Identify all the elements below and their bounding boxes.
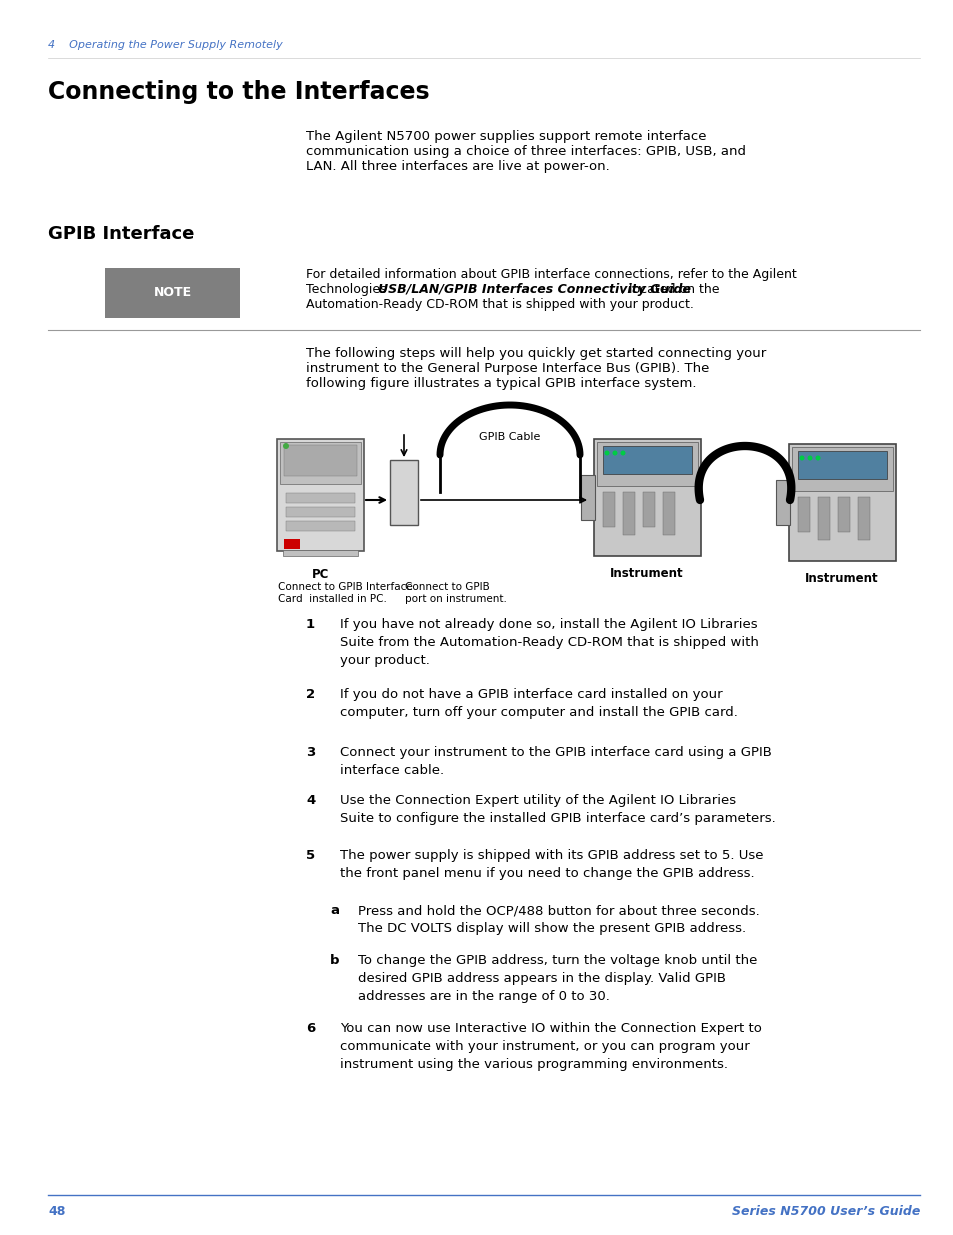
Bar: [602, 492, 615, 527]
Text: GPIB Interface: GPIB Interface: [48, 225, 194, 243]
Text: For detailed information about GPIB interface connections, refer to the Agilent: For detailed information about GPIB inte…: [306, 268, 796, 282]
Bar: [662, 492, 675, 535]
Bar: [797, 496, 809, 532]
FancyBboxPatch shape: [390, 459, 417, 525]
FancyBboxPatch shape: [286, 521, 355, 531]
Text: The power supply is shipped with its GPIB address set to 5. Use
the front panel : The power supply is shipped with its GPI…: [339, 848, 762, 881]
Text: a: a: [330, 904, 338, 918]
FancyBboxPatch shape: [286, 493, 355, 503]
Text: Instrument: Instrument: [804, 572, 878, 585]
Text: You can now use Interactive IO within the Connection Expert to
communicate with : You can now use Interactive IO within th…: [339, 1023, 761, 1071]
Bar: [837, 496, 849, 532]
Bar: [817, 496, 829, 540]
Circle shape: [806, 456, 812, 461]
Text: 4: 4: [306, 794, 314, 806]
FancyBboxPatch shape: [280, 442, 360, 484]
FancyBboxPatch shape: [791, 447, 892, 490]
FancyBboxPatch shape: [594, 438, 700, 556]
Bar: [284, 538, 299, 548]
Text: Connect your instrument to the GPIB interface card using a GPIB
interface cable.: Connect your instrument to the GPIB inte…: [339, 746, 771, 777]
Text: Press and hold the OCP/488 button for about three seconds.
The DC VOLTS display : Press and hold the OCP/488 button for ab…: [357, 904, 759, 935]
Bar: [857, 496, 869, 540]
Text: The Agilent N5700 power supplies support remote interface
communication using a : The Agilent N5700 power supplies support…: [306, 130, 745, 173]
FancyBboxPatch shape: [597, 442, 698, 485]
Bar: [642, 492, 655, 527]
Text: The following steps will help you quickly get started connecting your
instrument: The following steps will help you quickl…: [306, 347, 765, 390]
FancyBboxPatch shape: [788, 445, 895, 561]
Text: Technologies: Technologies: [306, 283, 390, 296]
Text: Series N5700 User’s Guide: Series N5700 User’s Guide: [731, 1205, 919, 1218]
Text: Automation-Ready CD-ROM that is shipped with your product.: Automation-Ready CD-ROM that is shipped …: [306, 298, 693, 311]
Text: If you have not already done so, install the Agilent IO Libraries
Suite from the: If you have not already done so, install…: [339, 618, 758, 667]
FancyBboxPatch shape: [775, 479, 789, 525]
Circle shape: [283, 443, 289, 450]
Text: 5: 5: [306, 848, 314, 862]
Text: 4    Operating the Power Supply Remotely: 4 Operating the Power Supply Remotely: [48, 40, 282, 49]
Text: b: b: [330, 953, 339, 967]
Text: Instrument: Instrument: [610, 567, 683, 580]
Text: 2: 2: [306, 688, 314, 701]
Text: , located on the: , located on the: [620, 283, 719, 296]
Text: 1: 1: [306, 618, 314, 631]
Circle shape: [815, 456, 820, 461]
Text: To change the GPIB address, turn the voltage knob until the
desired GPIB address: To change the GPIB address, turn the vol…: [357, 953, 757, 1003]
Text: Use the Connection Expert utility of the Agilent IO Libraries
Suite to configure: Use the Connection Expert utility of the…: [339, 794, 775, 825]
Text: 48: 48: [48, 1205, 66, 1218]
FancyBboxPatch shape: [105, 268, 240, 317]
FancyBboxPatch shape: [580, 474, 595, 520]
FancyBboxPatch shape: [284, 445, 356, 475]
Text: Connecting to the Interfaces: Connecting to the Interfaces: [48, 80, 429, 104]
Text: GPIB Cable: GPIB Cable: [478, 432, 540, 442]
Circle shape: [799, 456, 803, 461]
Circle shape: [619, 451, 625, 456]
Text: Connect to GPIB
port on instrument.: Connect to GPIB port on instrument.: [405, 582, 506, 604]
Text: Connect to GPIB Interface
Card  installed in PC.: Connect to GPIB Interface Card installed…: [277, 582, 413, 604]
Text: NOTE: NOTE: [153, 287, 192, 300]
Text: 3: 3: [306, 746, 314, 760]
FancyBboxPatch shape: [276, 438, 364, 551]
Text: 6: 6: [306, 1023, 314, 1035]
FancyBboxPatch shape: [797, 451, 886, 479]
Circle shape: [604, 451, 609, 456]
FancyBboxPatch shape: [283, 550, 357, 556]
Circle shape: [612, 451, 617, 456]
Text: If you do not have a GPIB interface card installed on your
computer, turn off yo: If you do not have a GPIB interface card…: [339, 688, 737, 719]
Bar: [622, 492, 635, 535]
FancyBboxPatch shape: [286, 506, 355, 516]
Text: USB/LAN/GPIB Interfaces Connectivity Guide: USB/LAN/GPIB Interfaces Connectivity Gui…: [377, 283, 690, 296]
FancyBboxPatch shape: [602, 446, 691, 474]
Text: PC: PC: [312, 568, 329, 580]
